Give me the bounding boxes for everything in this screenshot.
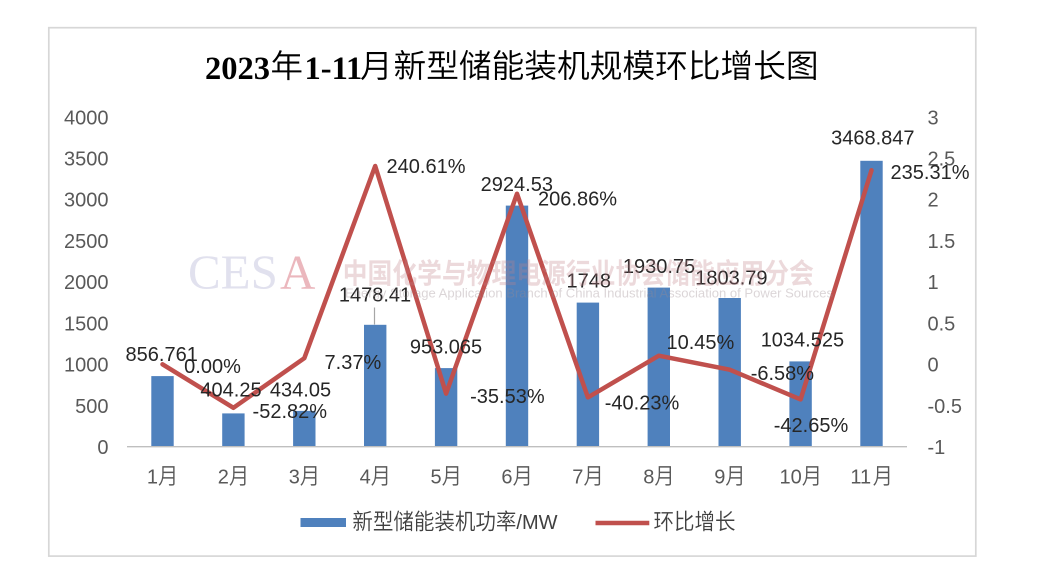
- svg-text:4: 4: [360, 467, 371, 489]
- svg-text:-42.65%: -42.65%: [774, 415, 849, 437]
- svg-text:1-11: 1-11: [305, 51, 363, 87]
- svg-text:4000: 4000: [64, 107, 109, 129]
- svg-text:500: 500: [75, 396, 108, 418]
- svg-text:1478.41: 1478.41: [339, 285, 411, 307]
- svg-text:-52.82%: -52.82%: [253, 401, 328, 423]
- svg-text:1: 1: [147, 467, 158, 489]
- svg-text:11: 11: [850, 467, 871, 489]
- svg-text:6: 6: [501, 467, 512, 489]
- svg-text:10.45%: 10.45%: [666, 332, 734, 354]
- svg-text:2023: 2023: [205, 51, 270, 87]
- svg-text:1: 1: [928, 272, 939, 294]
- svg-text:5: 5: [431, 467, 442, 489]
- svg-text:1.5: 1.5: [928, 231, 956, 253]
- svg-text:9: 9: [714, 467, 725, 489]
- svg-text:-0.5: -0.5: [928, 396, 962, 418]
- svg-text:-40.23%: -40.23%: [605, 393, 680, 415]
- svg-text:2924.53: 2924.53: [481, 174, 553, 196]
- svg-text:2.5: 2.5: [928, 149, 956, 171]
- svg-text:8: 8: [643, 467, 654, 489]
- svg-text:-6.58%: -6.58%: [751, 363, 815, 385]
- svg-text:1000: 1000: [64, 355, 109, 377]
- svg-text:3000: 3000: [64, 190, 109, 212]
- svg-text:206.86%: 206.86%: [538, 188, 617, 210]
- svg-text:3: 3: [289, 467, 300, 489]
- svg-text:-35.53%: -35.53%: [470, 386, 545, 408]
- svg-text:10: 10: [780, 467, 802, 489]
- svg-text:0.00%: 0.00%: [184, 356, 241, 378]
- svg-text:3468.847: 3468.847: [831, 128, 914, 150]
- svg-text:1500: 1500: [64, 313, 109, 335]
- svg-text:2: 2: [928, 190, 939, 212]
- svg-text:Energy Storage Application Bra: Energy Storage Application Branch of Chi…: [345, 287, 833, 301]
- svg-text:A: A: [280, 244, 316, 299]
- svg-text:240.61%: 240.61%: [387, 156, 466, 178]
- svg-text:404.25: 404.25: [200, 380, 261, 402]
- svg-text:953.065: 953.065: [410, 337, 482, 359]
- svg-text:235.31%: 235.31%: [891, 162, 970, 184]
- svg-text:3500: 3500: [64, 149, 109, 171]
- svg-text:0.5: 0.5: [928, 313, 956, 335]
- svg-text:3: 3: [928, 107, 939, 129]
- svg-text:856.761: 856.761: [126, 344, 198, 366]
- svg-text:0: 0: [97, 437, 108, 459]
- svg-text:2500: 2500: [64, 231, 109, 253]
- svg-text:/MW: /MW: [516, 512, 557, 534]
- svg-text:2: 2: [218, 467, 229, 489]
- svg-text:1034.525: 1034.525: [761, 330, 844, 352]
- svg-text:0: 0: [928, 355, 939, 377]
- svg-text:7.37%: 7.37%: [325, 352, 382, 374]
- svg-text:2000: 2000: [64, 272, 109, 294]
- svg-text:CES: CES: [188, 244, 278, 299]
- svg-text:-1: -1: [928, 437, 946, 459]
- svg-text:7: 7: [572, 467, 583, 489]
- svg-text:434.05: 434.05: [270, 380, 331, 402]
